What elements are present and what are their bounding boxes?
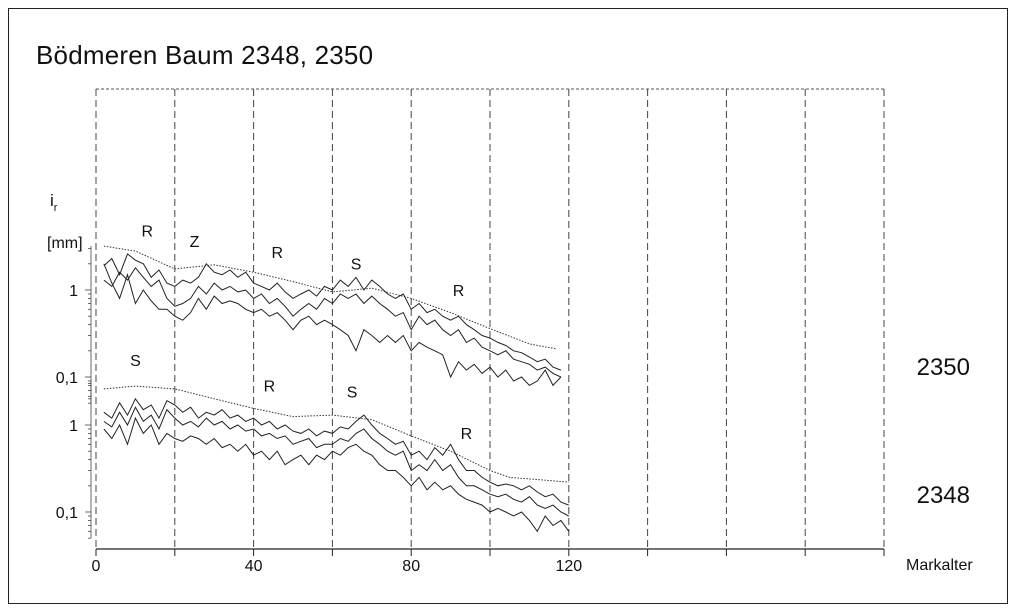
x-tick-label-0: 0 (92, 558, 101, 575)
panel-2350: 1 0,1 R Z R S R 2350 (56, 223, 970, 404)
curve-label-2350: R (141, 223, 153, 240)
y-tick-label-2350: 1 (69, 283, 78, 300)
y-axis-symbol: i (50, 191, 54, 210)
curve-label-2348: R (461, 426, 473, 443)
x-axis-label: Markalter (906, 557, 973, 574)
svg-text:ir: ir (50, 191, 58, 214)
x-tick-label-80: 80 (402, 558, 420, 575)
x-tick-label-40: 40 (245, 558, 263, 575)
y-tick-label-2348: 0,1 (56, 505, 78, 522)
curve-label-2348: R (264, 379, 276, 396)
grid (95, 88, 885, 549)
series-2350-1 (103, 253, 562, 371)
panels: 1 0,1 R Z R S R 2350 1 0,1 S R S R 2348 (56, 223, 970, 539)
series-2348-2 (103, 406, 570, 517)
curve-label-2350: R (453, 283, 465, 300)
x-tick-label-120: 120 (555, 558, 582, 575)
chart-frame (8, 8, 1008, 604)
panel-name-2348: 2348 (917, 482, 970, 509)
curve-label-2350: R (271, 245, 283, 262)
axes: 0 40 80 120 (92, 548, 885, 575)
envelope-curve-2350 (103, 245, 558, 350)
series-2348-3 (103, 416, 570, 533)
envelope-curve-2348 (103, 385, 569, 483)
curve-label-2350: Z (190, 234, 200, 251)
chart-title: Bödmeren Baum 2348, 2350 (36, 40, 374, 70)
y-axis-unit: [mm] (47, 235, 83, 252)
series-2350-2 (103, 266, 562, 378)
curve-label-2348: S (130, 353, 141, 370)
series-2350-3 (103, 263, 562, 387)
panel-2348: 1 0,1 S R S R 2348 (56, 353, 970, 539)
series-2348-1 (103, 397, 569, 506)
curve-label-2350: S (351, 257, 362, 274)
y-axis-label: ir [mm] (47, 191, 83, 252)
y-tick-label-2348: 1 (69, 418, 78, 435)
curve-label-2348: S (347, 384, 358, 401)
y-axis-subscript: r (54, 202, 58, 214)
panel-name-2350: 2350 (917, 354, 970, 381)
y-tick-label-2350: 0,1 (56, 370, 78, 387)
